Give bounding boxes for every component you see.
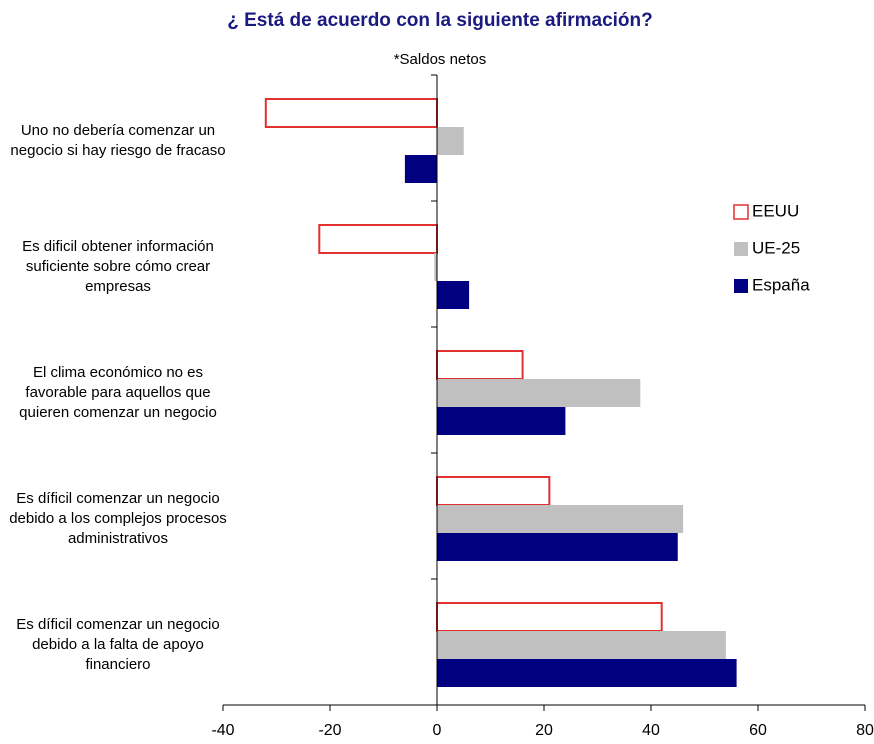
bar <box>437 407 566 435</box>
legend-swatch <box>734 279 748 293</box>
legend-label: EEUU <box>752 201 799 220</box>
bar <box>436 350 524 380</box>
chart-title: ¿ Está de acuerdo con la siguiente afirm… <box>227 10 653 31</box>
legend-swatch <box>733 204 749 220</box>
bar <box>436 476 551 506</box>
x-tick-label: 40 <box>642 722 660 739</box>
bar <box>434 253 437 281</box>
legend-label: España <box>752 275 810 294</box>
bar <box>436 602 663 632</box>
x-tick-label: 20 <box>535 722 553 739</box>
bar <box>437 659 737 687</box>
x-tick-label: 60 <box>749 722 767 739</box>
y-tick-label: Es díficil comenzar un negocio debido a … <box>9 490 227 547</box>
bar <box>437 631 726 659</box>
y-tick-label: Uno no debería comenzar un negocio si ha… <box>10 122 226 159</box>
y-tick-label: El clima económico no es favorable para … <box>19 364 217 421</box>
x-tick-label: -20 <box>318 722 341 739</box>
legend-label: UE-25 <box>752 238 800 257</box>
y-tick-label: Es dificil obtener información suficient… <box>22 238 214 295</box>
legend-swatch <box>734 242 748 256</box>
bar <box>437 533 678 561</box>
chart-subtitle: *Saldos netos <box>394 51 487 68</box>
bar <box>264 98 438 128</box>
bar <box>404 155 437 183</box>
bar <box>437 505 684 533</box>
x-tick-label: 80 <box>856 722 874 739</box>
y-tick-label: Es díficil comenzar un negocio debido a … <box>16 616 220 673</box>
x-tick-label: 0 <box>433 722 442 739</box>
bar <box>318 224 438 254</box>
x-tick-label: -40 <box>211 722 234 739</box>
bar <box>437 127 464 155</box>
bar <box>437 281 470 309</box>
bar <box>437 379 641 407</box>
